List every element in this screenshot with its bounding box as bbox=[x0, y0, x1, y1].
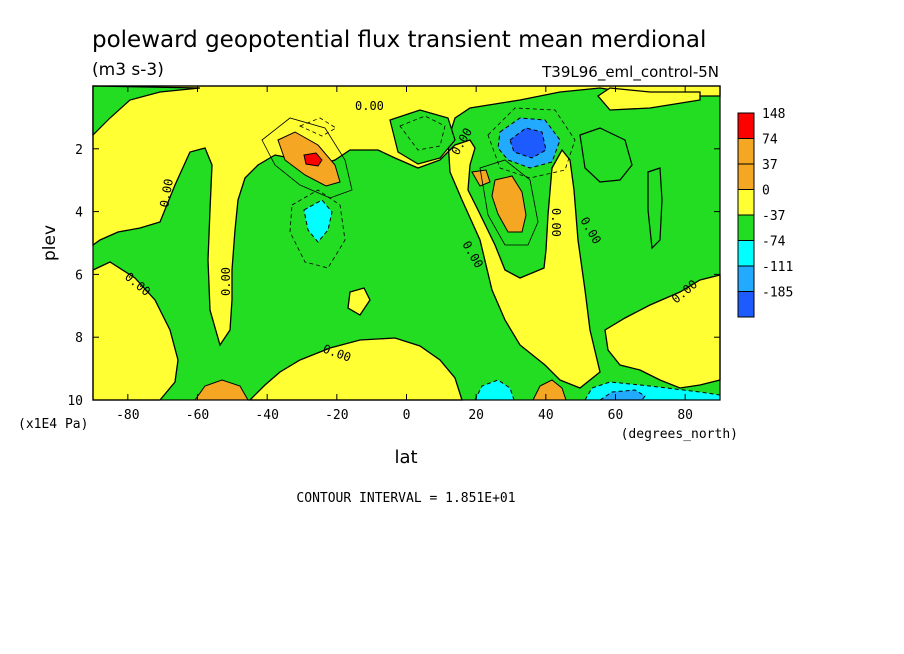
blue-min-bottom-right bbox=[598, 389, 646, 401]
y-axis-label: plev bbox=[40, 225, 60, 261]
chart-title: poleward geopotential flux transient mea… bbox=[92, 27, 706, 53]
y-tick-label: 8 bbox=[75, 331, 83, 346]
colorbar-swatch bbox=[737, 214, 755, 241]
contour-negative-top bbox=[487, 107, 576, 179]
x-tick-label: -40 bbox=[255, 408, 278, 423]
x-tick-label: 40 bbox=[538, 408, 554, 423]
green-island-upper-center bbox=[389, 109, 456, 165]
x-tick-label: 0 bbox=[403, 408, 411, 423]
x-axis-label: lat bbox=[394, 447, 417, 468]
contour-positive-center bbox=[479, 159, 539, 246]
orange-small-center bbox=[471, 169, 491, 187]
y-axis-unit: (x1E4 Pa) bbox=[18, 417, 88, 432]
contour-label-3: 0.00 bbox=[219, 267, 233, 296]
colorbar-swatch bbox=[737, 189, 755, 216]
colorbar-label: -74 bbox=[762, 235, 786, 250]
positive-maxima bbox=[194, 131, 567, 401]
colorbar-label: 0 bbox=[762, 184, 770, 199]
x-tick-label: 20 bbox=[468, 408, 484, 423]
colorbar-swatch bbox=[737, 240, 755, 267]
x-tick-label: -60 bbox=[186, 408, 209, 423]
contour-negative-upper bbox=[399, 115, 446, 151]
green-island-top-right bbox=[579, 127, 633, 183]
x-axis: -80 -60 -40 -20 0 20 40 60 80 bbox=[116, 86, 693, 423]
cyan-min-left bbox=[303, 199, 333, 243]
red-max-left bbox=[303, 152, 323, 167]
x-tick-label: 80 bbox=[677, 408, 693, 423]
colorbar-swatch bbox=[737, 291, 755, 318]
colorbar-swatch bbox=[737, 265, 755, 292]
contour-negative-left bbox=[289, 189, 346, 269]
yellow-region-small-left bbox=[347, 287, 371, 316]
contour-negative-small bbox=[298, 117, 337, 137]
y-axis: 2 4 6 8 10 bbox=[67, 143, 720, 409]
yellow-region-mid-lower bbox=[248, 337, 463, 401]
colorbar-swatch bbox=[737, 163, 755, 190]
negative-minima bbox=[303, 117, 721, 401]
colorbar-swatch bbox=[737, 138, 755, 165]
x-tick-label: -80 bbox=[116, 408, 139, 423]
contour-label-6: 0.00 bbox=[549, 208, 563, 237]
x-axis-unit: (degrees_north) bbox=[621, 427, 738, 442]
yellow-region-upper-band bbox=[92, 85, 721, 389]
contour-lines bbox=[261, 107, 576, 269]
dark-blue-min-top bbox=[509, 127, 547, 159]
colorbar-label: -185 bbox=[762, 286, 793, 301]
contour-label-1: 0.00 bbox=[157, 178, 176, 209]
orange-max-center bbox=[491, 175, 527, 233]
colorbar-swatch bbox=[737, 112, 755, 139]
yellow-region-right bbox=[604, 274, 721, 389]
y-tick-label: 4 bbox=[75, 206, 83, 221]
dataset-label: T39L96_eml_control-5N bbox=[541, 63, 719, 82]
positive-regions bbox=[92, 85, 721, 401]
y-tick-label: 6 bbox=[75, 268, 83, 283]
x-tick-label: 60 bbox=[608, 408, 624, 423]
contour-interval-note: CONTOUR INTERVAL = 1.851E+01 bbox=[296, 491, 515, 506]
contour-positive-left bbox=[261, 117, 353, 199]
units-label: (m3 s-3) bbox=[92, 60, 164, 80]
y-tick-label: 10 bbox=[67, 394, 83, 409]
plot-area: 0.00 0.00 0.00 0.00 0.00 0.00 0.00 0.00 … bbox=[92, 85, 721, 401]
yellow-region-far-right-top bbox=[597, 87, 701, 111]
colorbar-label: 148 bbox=[762, 107, 785, 122]
colorbar-label: 37 bbox=[762, 158, 778, 173]
colorbar-label: -37 bbox=[762, 209, 785, 224]
colorbar: 148 74 37 0 -37 -74 -111 -185 bbox=[737, 107, 793, 318]
colorbar-label: 74 bbox=[762, 133, 778, 148]
colorbar-label: -111 bbox=[762, 260, 793, 275]
green-island-right bbox=[647, 167, 663, 250]
x-tick-label: -20 bbox=[325, 408, 348, 423]
y-tick-label: 2 bbox=[75, 143, 83, 158]
contour-label-0: 0.00 bbox=[355, 99, 384, 113]
